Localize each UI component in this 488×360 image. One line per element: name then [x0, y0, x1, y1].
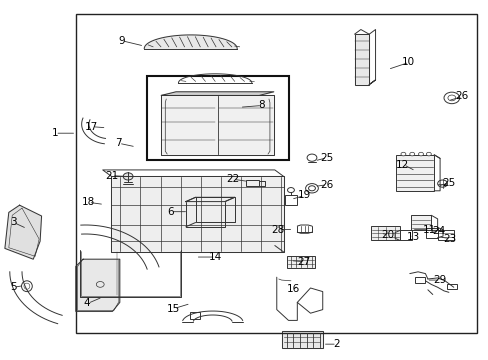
Text: 5: 5 [10, 282, 17, 292]
Bar [426, 228, 437, 238]
Text: 9: 9 [118, 36, 124, 46]
Circle shape [437, 180, 447, 187]
Text: 12: 12 [395, 159, 409, 170]
Text: 14: 14 [208, 252, 222, 262]
Text: 2: 2 [332, 339, 339, 349]
Text: 22: 22 [225, 174, 239, 184]
Text: 19: 19 [297, 190, 310, 201]
Text: 15: 15 [166, 303, 180, 314]
Text: 18: 18 [81, 197, 95, 207]
Text: 7: 7 [115, 138, 122, 148]
Text: 29: 29 [432, 275, 446, 285]
Bar [76, 14, 476, 333]
Polygon shape [354, 34, 368, 85]
Text: 25: 25 [319, 153, 333, 163]
Text: 27: 27 [297, 257, 310, 267]
Circle shape [426, 152, 430, 156]
Bar [245, 180, 259, 186]
Bar [437, 230, 453, 240]
Polygon shape [161, 95, 273, 155]
Text: 20: 20 [381, 230, 393, 240]
Bar [146, 76, 288, 160]
Text: 8: 8 [258, 100, 264, 111]
Text: 21: 21 [104, 171, 118, 181]
Bar [286, 256, 315, 268]
Bar [395, 155, 433, 191]
Bar [414, 277, 425, 283]
Polygon shape [144, 35, 237, 49]
Ellipse shape [21, 281, 32, 292]
Text: 23: 23 [442, 234, 456, 244]
Text: 17: 17 [85, 122, 99, 132]
Polygon shape [76, 259, 120, 311]
Circle shape [400, 152, 405, 156]
Polygon shape [281, 331, 322, 348]
Text: 3: 3 [10, 217, 17, 228]
Text: 25: 25 [441, 178, 455, 188]
Polygon shape [111, 176, 283, 252]
Text: 28: 28 [270, 225, 284, 235]
Bar [284, 195, 297, 205]
Bar [399, 230, 411, 240]
Text: 24: 24 [431, 226, 445, 237]
Polygon shape [161, 92, 273, 95]
Bar [354, 34, 368, 85]
Bar [370, 226, 399, 240]
Bar [410, 215, 430, 230]
Polygon shape [5, 205, 41, 259]
Text: 13: 13 [406, 232, 419, 242]
Bar [189, 312, 199, 319]
Circle shape [443, 92, 459, 104]
Text: 26: 26 [319, 180, 333, 190]
Circle shape [418, 152, 423, 156]
Text: 11: 11 [422, 225, 435, 235]
Circle shape [123, 173, 133, 180]
Bar [447, 284, 456, 289]
Text: 10: 10 [402, 57, 414, 67]
Text: 6: 6 [166, 207, 173, 217]
Text: 4: 4 [83, 298, 90, 309]
Circle shape [409, 152, 414, 156]
Text: 16: 16 [286, 284, 300, 294]
Text: 1: 1 [51, 128, 58, 138]
Text: 26: 26 [454, 91, 468, 102]
Bar [281, 331, 322, 348]
